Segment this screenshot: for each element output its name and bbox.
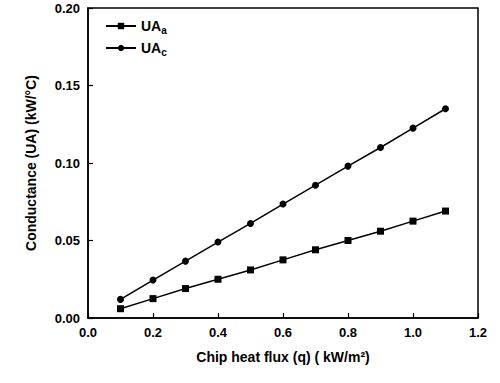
svg-text:c: c xyxy=(161,47,167,58)
svg-text:0.20: 0.20 xyxy=(55,1,80,16)
svg-text:Chip heat flux (q) ( kW/m²): Chip heat flux (q) ( kW/m²) xyxy=(196,349,369,365)
svg-text:0.0: 0.0 xyxy=(79,325,97,340)
svg-text:UA: UA xyxy=(141,18,161,34)
svg-text:0.4: 0.4 xyxy=(209,325,228,340)
svg-text:0.6: 0.6 xyxy=(274,325,292,340)
svg-text:0.15: 0.15 xyxy=(55,78,80,93)
svg-text:1.0: 1.0 xyxy=(404,325,422,340)
svg-text:UA: UA xyxy=(141,40,161,56)
svg-text:0.8: 0.8 xyxy=(339,325,357,340)
svg-text:0.00: 0.00 xyxy=(55,311,80,326)
svg-text:Conductance (UA) (kW/°C): Conductance (UA) (kW/°C) xyxy=(23,75,39,251)
svg-text:0.05: 0.05 xyxy=(55,233,80,248)
svg-text:a: a xyxy=(161,25,167,36)
svg-text:0.2: 0.2 xyxy=(144,325,162,340)
svg-text:0.10: 0.10 xyxy=(55,156,80,171)
svg-text:1.2: 1.2 xyxy=(469,325,487,340)
